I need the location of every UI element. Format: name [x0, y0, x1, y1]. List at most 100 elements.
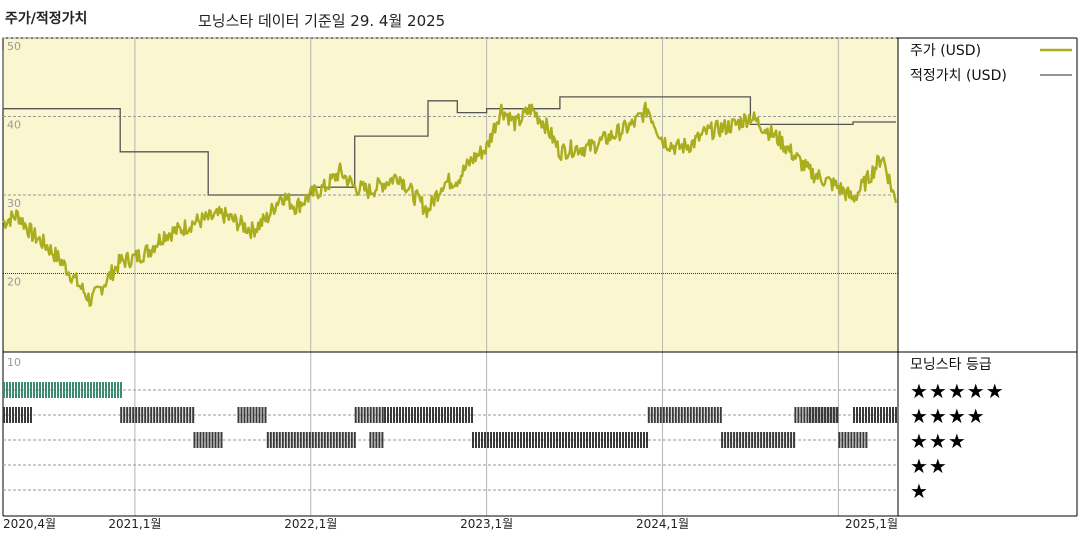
rating-stripe — [30, 382, 32, 398]
rating-stripe — [6, 407, 8, 423]
rating-stripe — [344, 432, 347, 448]
rating-stripe — [778, 432, 781, 448]
rating-stripe — [135, 407, 138, 423]
rating-stripe — [505, 432, 507, 448]
rating-stripe — [129, 407, 132, 423]
x-tick-label: 2024,1월 — [636, 517, 689, 531]
rating-stripe — [60, 382, 62, 398]
rating-stripe — [514, 432, 516, 448]
rating-stripe — [150, 407, 153, 423]
rating-stripe — [640, 432, 642, 448]
rating-stripe — [217, 432, 220, 448]
rating-stripe — [704, 407, 707, 423]
rating-stripe — [502, 432, 504, 448]
rating-stripe — [613, 432, 615, 448]
rating-stripe — [607, 432, 609, 448]
rating-stripe — [653, 407, 656, 423]
vertical-gridlines — [134, 38, 839, 516]
star-legend-1: ★ — [910, 479, 929, 503]
rating-stripe — [559, 432, 561, 448]
rating-stripe — [856, 407, 858, 423]
rating-stripe — [72, 382, 74, 398]
rating-stripe — [30, 407, 32, 423]
rating-stripe — [117, 382, 119, 398]
rating-stripe — [806, 407, 809, 423]
rating-stripe — [520, 432, 522, 448]
rating-stripe — [886, 407, 888, 423]
rating-stripe — [405, 407, 407, 423]
rating-stripe — [535, 432, 537, 448]
rating-stripe — [724, 432, 727, 448]
rating-stripe — [293, 432, 296, 448]
rating-stripe — [745, 432, 748, 448]
y-tick-20: 20 — [7, 276, 21, 289]
rating-period-4-star — [809, 407, 838, 423]
rating-stripe — [6, 382, 8, 398]
rating-period-3-star — [721, 432, 796, 448]
rating-stripe — [111, 382, 113, 398]
rating-stripe — [48, 382, 50, 398]
rating-stripe — [830, 407, 832, 423]
rating-stripe — [701, 407, 704, 423]
rating-stripe — [36, 382, 38, 398]
rating-stripe — [824, 407, 826, 423]
rating-stripe — [252, 407, 255, 423]
rating-stripe — [793, 432, 796, 448]
rating-stripe — [874, 407, 876, 423]
x-tick-label: 2023,1월 — [460, 517, 513, 531]
rating-stripe — [180, 407, 183, 423]
rating-stripe — [568, 432, 570, 448]
rating-stripe — [772, 432, 775, 448]
rating-stripe — [444, 407, 446, 423]
star-legend-4: ★★★★ — [910, 404, 986, 428]
rating-stripe — [859, 407, 861, 423]
rating-stripe — [120, 382, 122, 398]
y-tick-40: 40 — [7, 119, 21, 132]
rating-stripe — [69, 382, 71, 398]
rating-stripe — [818, 407, 820, 423]
rating-stripe — [465, 407, 467, 423]
rating-stripe — [838, 432, 841, 448]
rating-stripe — [889, 407, 891, 423]
rating-stripe — [278, 432, 281, 448]
rating-stripe — [261, 407, 264, 423]
rating-stripe — [332, 432, 335, 448]
rating-stripe — [211, 432, 214, 448]
rating-stripe — [220, 432, 223, 448]
rating-stripe — [123, 407, 126, 423]
rating-stripe — [102, 382, 104, 398]
rating-stripe — [9, 382, 11, 398]
rating-stripe — [12, 407, 14, 423]
rating-stripe — [354, 407, 357, 423]
rating-period-5-star — [3, 382, 122, 398]
rating-stripe — [305, 432, 308, 448]
rating-stripe — [677, 407, 680, 423]
rating-stripe — [81, 382, 83, 398]
rating-stripe — [335, 432, 338, 448]
star-legend-5: ★★★★★ — [910, 379, 1005, 403]
rating-stripe — [183, 407, 186, 423]
rating-stripe — [622, 432, 624, 448]
rating-stripe — [748, 432, 751, 448]
rating-stripe — [302, 432, 305, 448]
rating-stripe — [754, 432, 757, 448]
rating-stripe — [193, 432, 196, 448]
rating-stripe — [698, 407, 701, 423]
rating-bars — [3, 382, 897, 448]
rating-stripe — [308, 432, 311, 448]
rating-stripe — [877, 407, 879, 423]
rating-stripe — [862, 432, 865, 448]
rating-stripe — [269, 432, 272, 448]
rating-stripe — [821, 407, 823, 423]
rating-stripe — [317, 432, 320, 448]
rating-stripe — [481, 432, 483, 448]
rating-stripe — [781, 432, 784, 448]
rating-stripe — [853, 432, 856, 448]
rating-stripe — [484, 432, 486, 448]
rating-stripe — [408, 407, 410, 423]
rating-stripe — [662, 407, 665, 423]
rating-stripe — [323, 432, 326, 448]
rating-stripe — [797, 407, 800, 423]
rating-stripe — [45, 382, 47, 398]
rating-stripe — [378, 407, 381, 423]
